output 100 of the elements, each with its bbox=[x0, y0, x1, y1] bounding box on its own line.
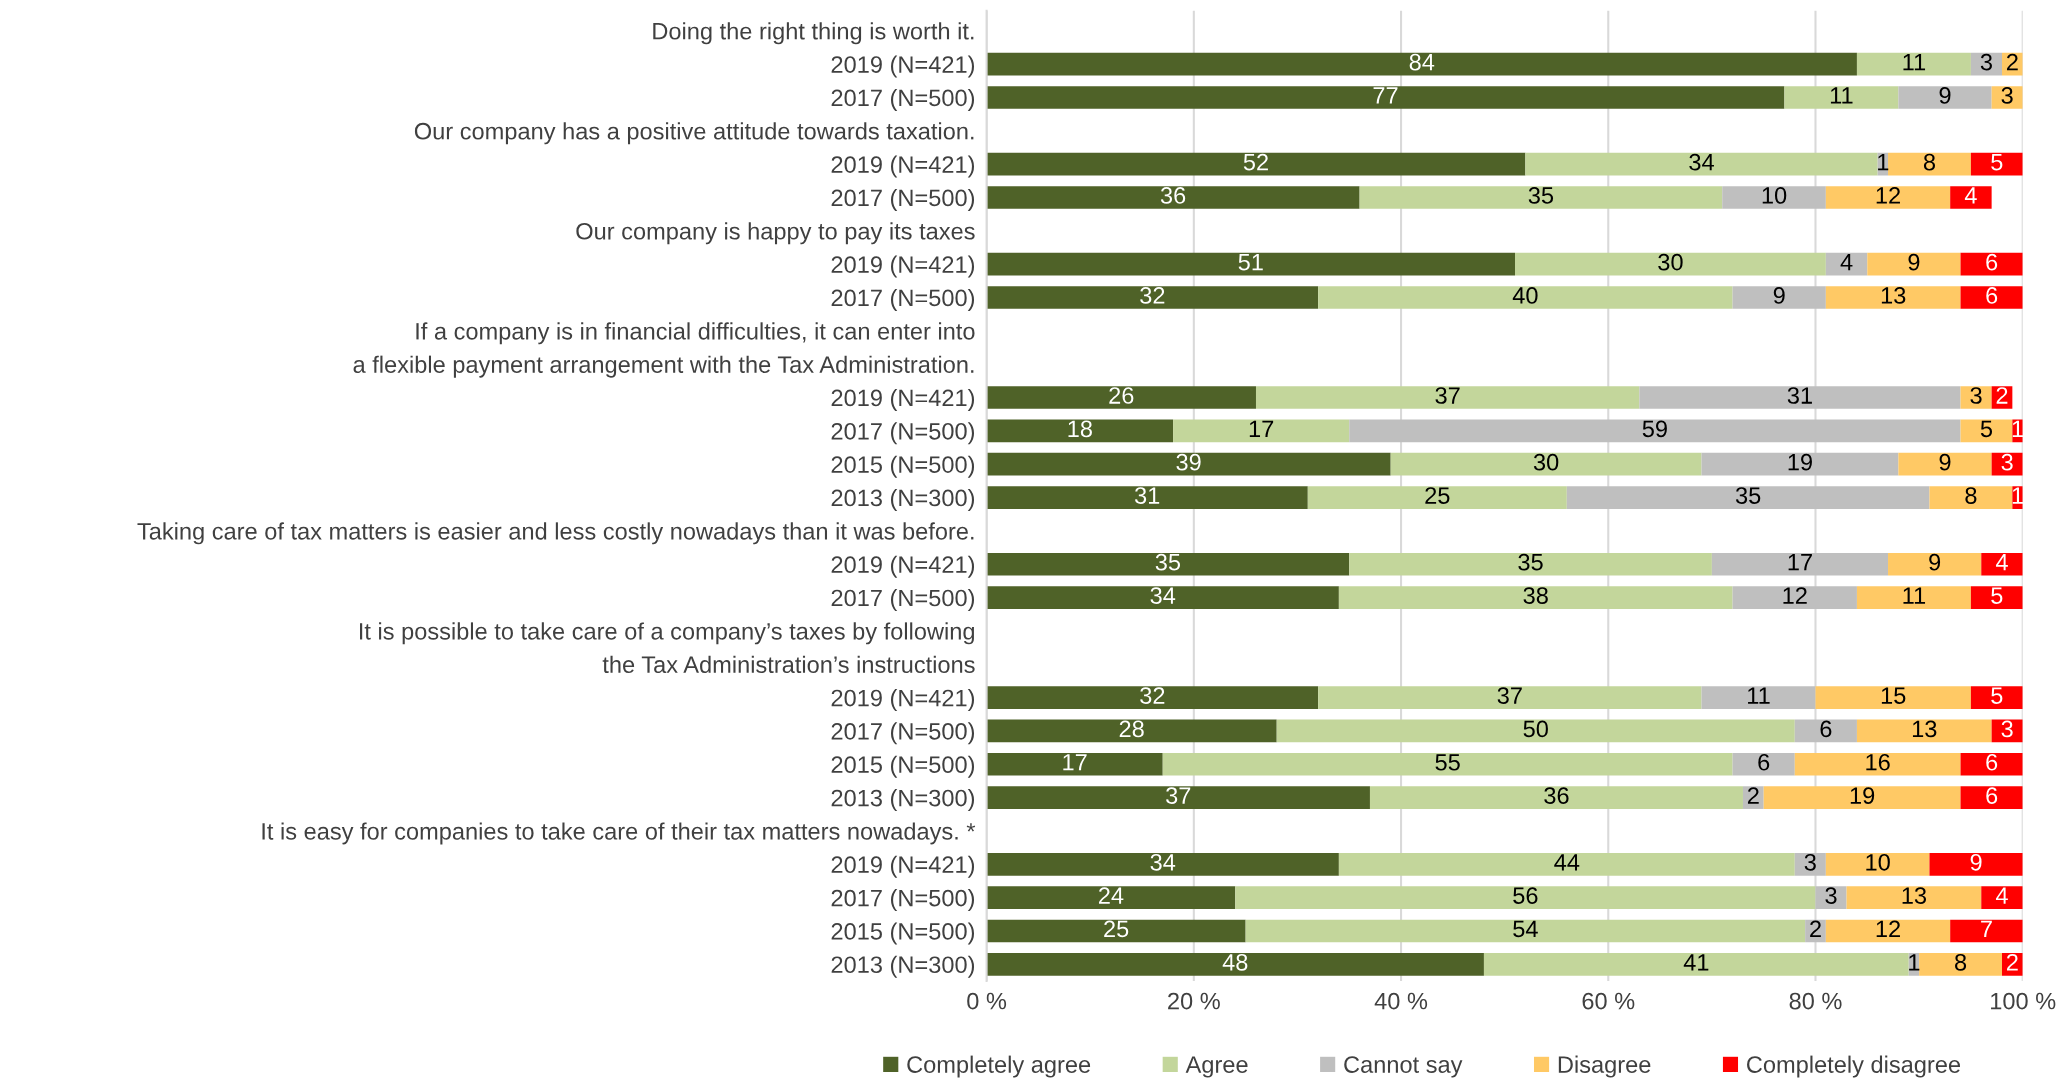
bar bbox=[1929, 486, 2013, 509]
bar bbox=[986, 686, 1319, 709]
bar bbox=[1825, 186, 1951, 209]
data-label: 41 bbox=[1683, 954, 1709, 971]
bar bbox=[1390, 452, 1702, 476]
data-label: 2 bbox=[1810, 920, 1821, 938]
bar bbox=[1888, 552, 1982, 576]
bar bbox=[1639, 386, 1961, 409]
data-label: 13 bbox=[1912, 720, 1937, 738]
data-label: 37 bbox=[1435, 387, 1460, 404]
data-label: 39 bbox=[1176, 453, 1201, 471]
data-label: 1 bbox=[1909, 954, 1920, 971]
bar bbox=[1815, 686, 1971, 709]
data-label: 59 bbox=[1642, 420, 1667, 438]
y-tick-label: 2019 (N=421) bbox=[831, 388, 975, 411]
data-label: 8 bbox=[1965, 487, 1977, 504]
data-label: 17 bbox=[1063, 754, 1087, 771]
data-label: 6 bbox=[1986, 253, 1998, 271]
data-label: 36 bbox=[1544, 787, 1569, 804]
bar bbox=[986, 586, 1339, 609]
data-label: 11 bbox=[1748, 687, 1770, 704]
data-label: 44 bbox=[1554, 854, 1580, 871]
data-label: 9 bbox=[1908, 253, 1920, 271]
bar bbox=[1732, 752, 1795, 776]
bar bbox=[1970, 686, 2023, 709]
y-tick-label: 2013 (N=300) bbox=[831, 789, 975, 812]
data-label: 3 bbox=[1804, 853, 1816, 871]
y-tick-label: 2015 (N=500) bbox=[831, 455, 975, 478]
bar bbox=[1919, 952, 2002, 976]
bar bbox=[1515, 252, 1826, 276]
data-label: 38 bbox=[1523, 587, 1548, 604]
bar bbox=[1970, 586, 2023, 609]
bar bbox=[1794, 719, 1857, 743]
data-label: 30 bbox=[1658, 253, 1683, 271]
legend-label: Agree bbox=[1185, 1056, 1248, 1078]
bar bbox=[1856, 52, 1971, 76]
bar bbox=[986, 186, 1360, 209]
bar bbox=[986, 486, 1308, 509]
y-tick-label: 2017 (N=500) bbox=[831, 722, 975, 745]
data-label: 9 bbox=[1939, 453, 1951, 471]
bar bbox=[1338, 852, 1795, 876]
data-label: 3 bbox=[2001, 453, 2013, 471]
y-tick-label: 2019 (N=421) bbox=[831, 255, 975, 278]
bar bbox=[1784, 86, 1899, 109]
data-label: 35 bbox=[1528, 187, 1554, 204]
bar bbox=[1255, 386, 1640, 409]
data-label: 6 bbox=[1986, 787, 1998, 804]
data-label: 6 bbox=[1820, 720, 1832, 738]
data-label: 54 bbox=[1513, 920, 1538, 938]
bar bbox=[1349, 419, 1961, 443]
y-tick-label: 2017 (N=500) bbox=[831, 889, 975, 912]
bar bbox=[1525, 152, 1878, 176]
bar bbox=[1898, 86, 1992, 109]
data-label: 24 bbox=[1098, 887, 1124, 904]
data-label: 17 bbox=[1249, 420, 1274, 437]
data-label: 55 bbox=[1435, 754, 1460, 771]
bar bbox=[1856, 586, 1971, 609]
y-tick-label: 2013 (N=300) bbox=[831, 488, 975, 511]
data-label: 1 bbox=[1878, 154, 1889, 171]
bar bbox=[986, 386, 1256, 409]
bar bbox=[1960, 786, 2023, 809]
bar bbox=[1929, 852, 2023, 876]
bar bbox=[1483, 952, 1909, 976]
bar bbox=[1369, 786, 1743, 809]
data-label: 19 bbox=[1788, 453, 1812, 471]
data-label: 17 bbox=[1788, 554, 1812, 571]
data-label: 16 bbox=[1866, 753, 1890, 771]
data-label: 56 bbox=[1513, 887, 1538, 904]
x-tick-label: 40 % bbox=[1374, 992, 1428, 1010]
y-tick-label: It is easy for companies to take care of their tax matters nowadays. * bbox=[262, 822, 976, 845]
bar bbox=[1825, 252, 1868, 276]
data-label: 11 bbox=[1903, 53, 1926, 71]
y-tick-label: 2019 (N=421) bbox=[831, 689, 975, 712]
bar bbox=[1173, 419, 1350, 443]
y-tick-label: It is possible to take care of a company’s taxes by following bbox=[359, 622, 974, 645]
bar bbox=[1960, 286, 2023, 309]
x-tick-label: 20 % bbox=[1168, 992, 1220, 1010]
y-tick-label: 2019 (N=421) bbox=[831, 55, 975, 78]
bar bbox=[986, 919, 1246, 943]
data-label: 28 bbox=[1119, 720, 1144, 738]
bar bbox=[986, 86, 1785, 109]
data-label: 31 bbox=[1787, 387, 1812, 404]
data-label: 3 bbox=[1825, 887, 1837, 904]
bar bbox=[1763, 786, 1961, 809]
y-tick-label: Taking care of tax matters is easier and less costly nowadays than it was before. bbox=[137, 522, 974, 545]
y-tick-label: 2019 (N=421) bbox=[831, 155, 975, 178]
data-label: 51 bbox=[1238, 254, 1263, 271]
bar bbox=[1318, 286, 1733, 309]
data-label: 10 bbox=[1762, 187, 1787, 204]
data-label: 1 bbox=[2012, 420, 2023, 437]
bar bbox=[1722, 186, 1826, 209]
data-label: 3 bbox=[2001, 87, 2013, 104]
data-label: 5 bbox=[1991, 587, 2003, 604]
data-label: 8 bbox=[1923, 153, 1936, 171]
data-label: 31 bbox=[1134, 487, 1160, 504]
x-tick-label: 100 % bbox=[1991, 992, 2056, 1010]
data-label: 4 bbox=[1964, 187, 1977, 204]
data-label: 9 bbox=[1939, 87, 1951, 104]
bar bbox=[986, 852, 1339, 876]
data-label: 9 bbox=[1929, 553, 1941, 571]
